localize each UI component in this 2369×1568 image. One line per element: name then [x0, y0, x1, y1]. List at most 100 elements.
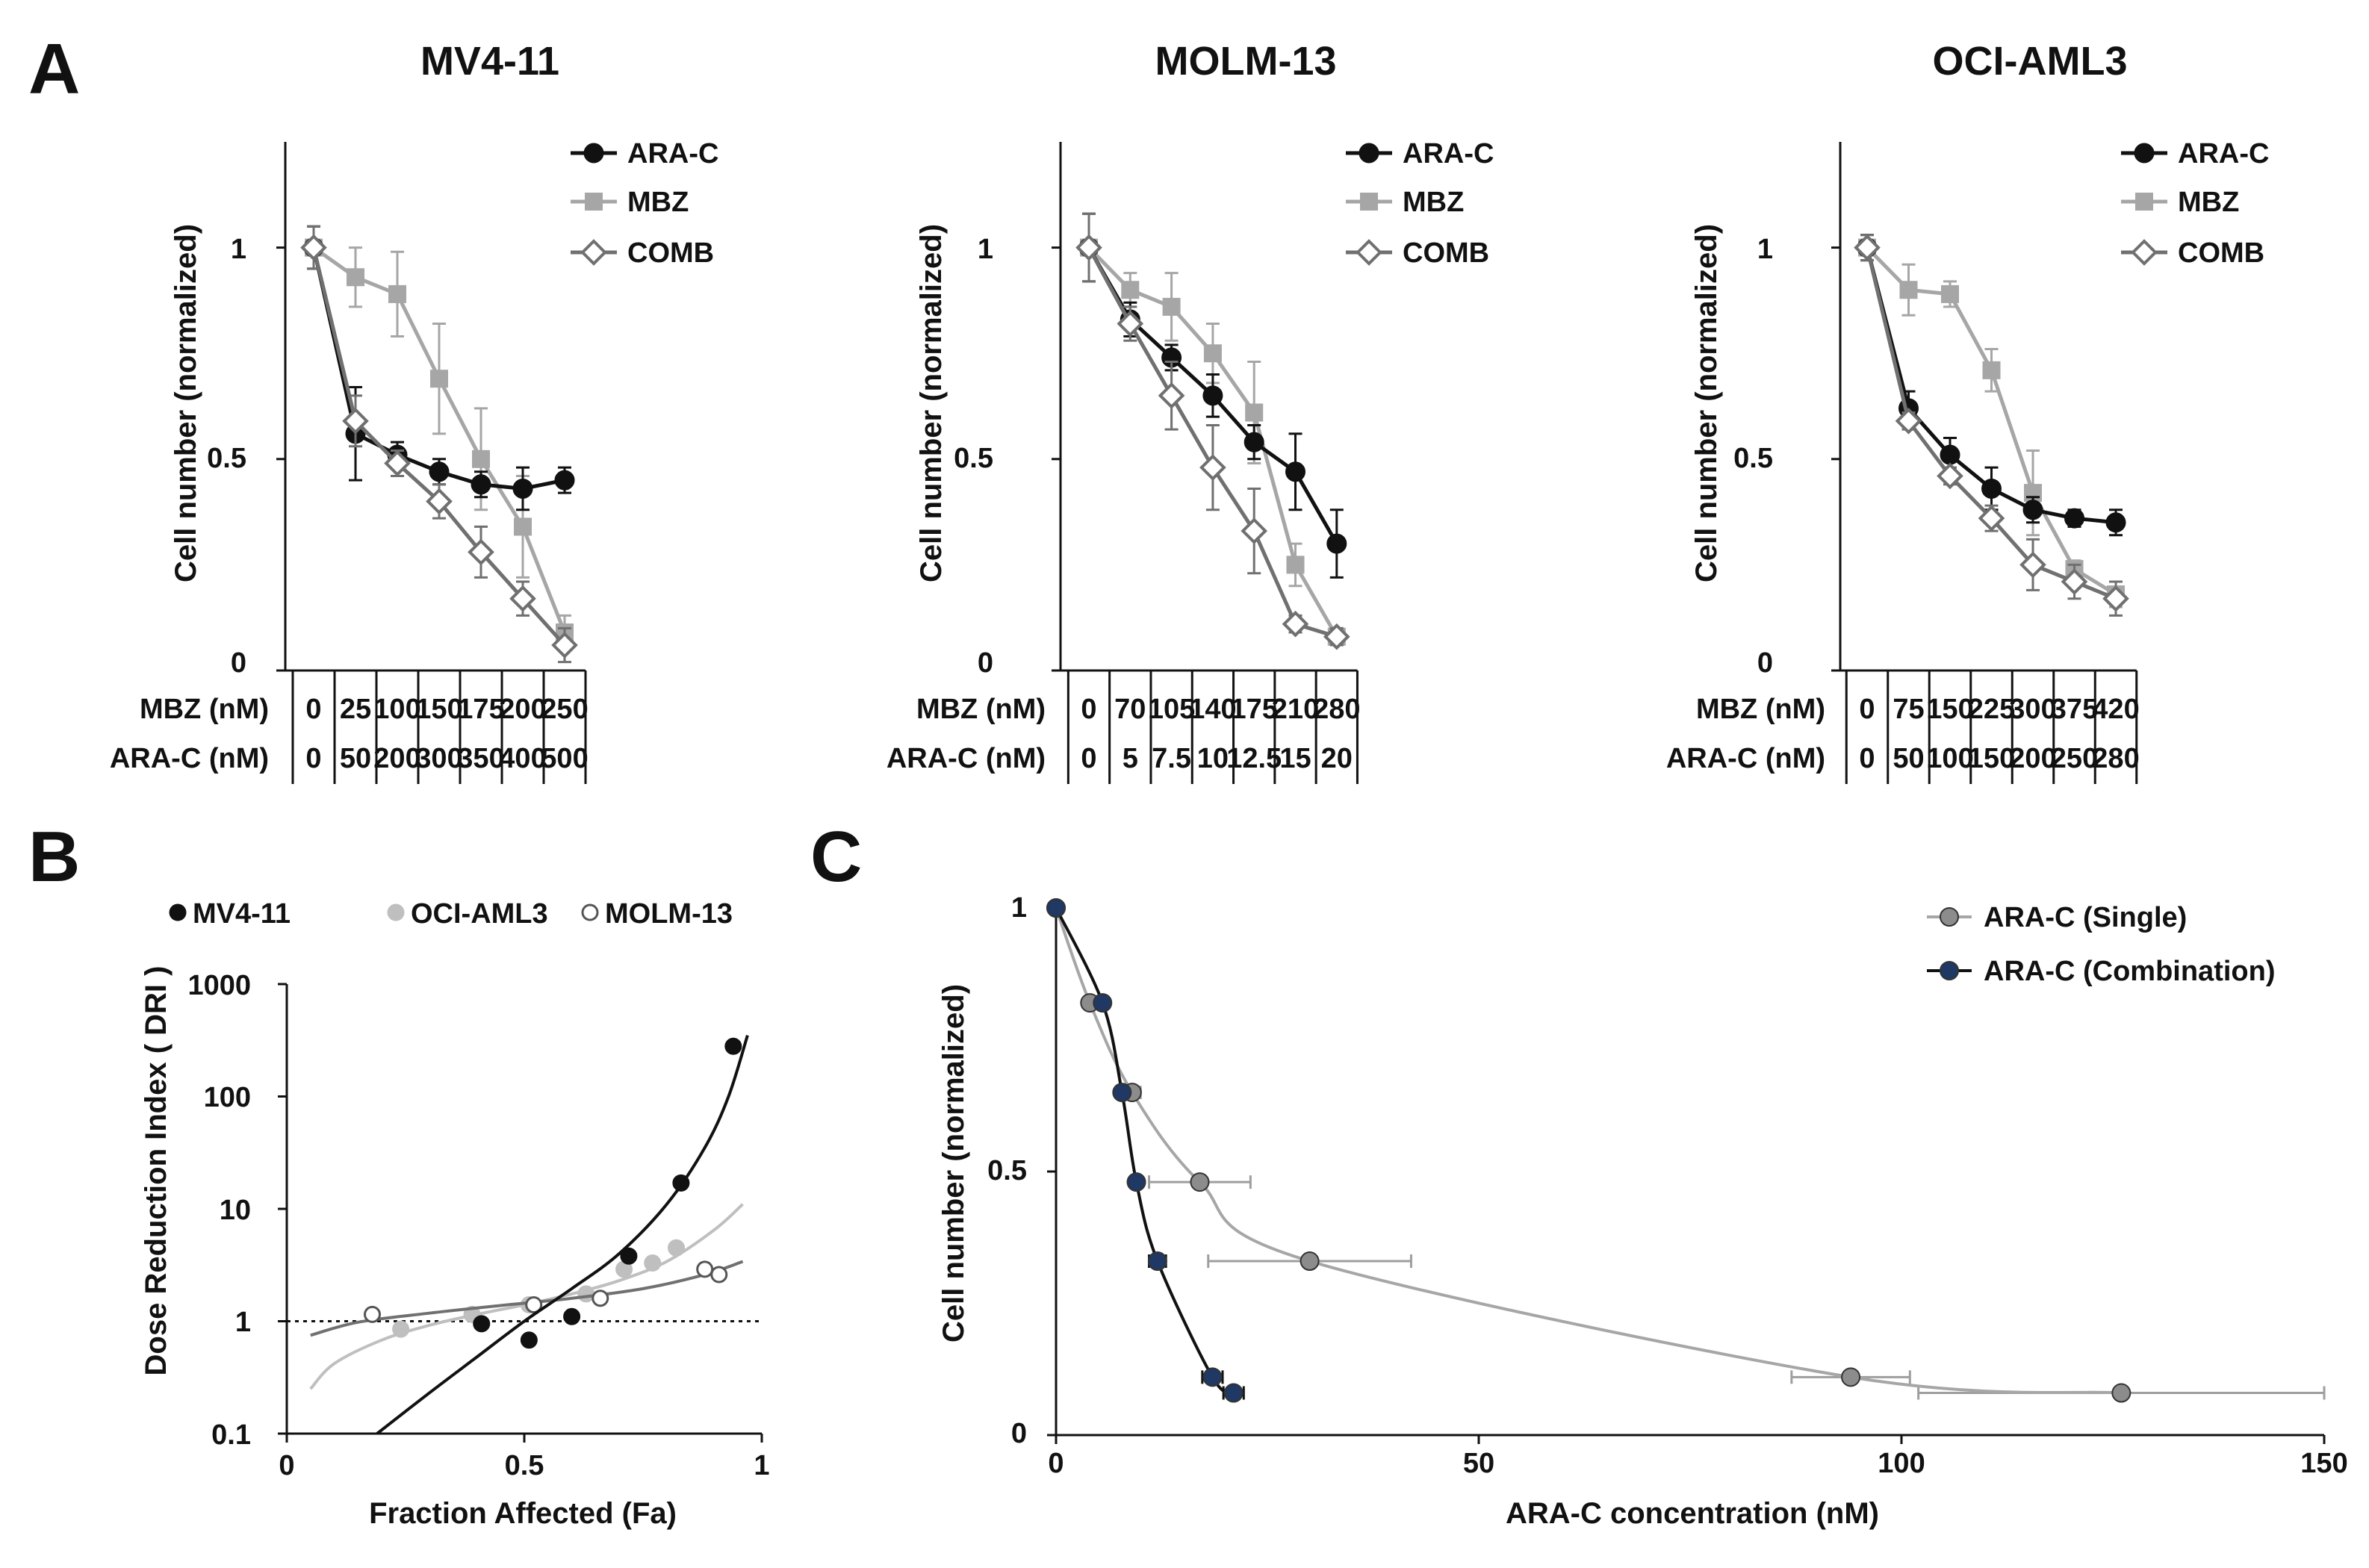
- mbz-dose-oci-aml3-3: 225: [1968, 694, 2015, 725]
- point-ara-c-oci-aml3-5: [2064, 508, 2084, 529]
- panel-letter-b: B: [28, 817, 80, 897]
- arac-dose-mv4-11-6: 500: [541, 743, 588, 774]
- point-comb-mv4-11-1: [342, 407, 369, 435]
- y-tick-oci-aml3-2: 1: [1757, 234, 1773, 265]
- point-mv4-11-dri-3: [620, 1247, 638, 1265]
- mbz-dose-oci-aml3-2: 150: [1926, 694, 1973, 725]
- point-ara-c-molm-13-3: [1202, 385, 1223, 406]
- point-mbz-mv4-11-4: [472, 449, 490, 468]
- y-tick-dri-4: 1000: [187, 970, 251, 1001]
- point-comb-mv4-11-3: [426, 488, 453, 515]
- series-ara-c-single-arac: [1046, 898, 2326, 1403]
- y-tick-molm-13-0: 0: [978, 647, 993, 679]
- series-molm-13-dri: [310, 1260, 744, 1337]
- y-tick-arac-2: 1: [1011, 892, 1027, 924]
- legend-label-ara-c: ARA-C: [2178, 138, 2269, 169]
- arac-dose-oci-aml3-2: 100: [1926, 743, 1973, 774]
- arac-dose-oci-aml3-3: 150: [1968, 743, 2015, 774]
- series-ara-c-combination-arac: [1046, 898, 1245, 1403]
- arac-dose-oci-aml3-6: 280: [2092, 743, 2139, 774]
- mbz-dose-oci-aml3-0: 0: [1859, 694, 1875, 725]
- point-mbz-oci-aml3-2: [1941, 284, 1959, 303]
- mbz-dose-molm-13-3: 140: [1189, 694, 1236, 725]
- legend-item-ara-c-combination: ARA-C (Combination): [1927, 956, 2275, 987]
- point-mbz-molm-13-1: [1121, 281, 1140, 299]
- point-comb-molm-13-5: [1282, 610, 1309, 638]
- chart-title-oci-aml3: OCI-AML3: [1933, 39, 2128, 84]
- mbz-dose-oci-aml3-4: 300: [2009, 694, 2056, 725]
- y-axis-label-dri: Dose Reduction Index ( DRI ): [140, 966, 173, 1376]
- chart-mv4-11: MV4-11 Cell number (normalized) 0 0.5 1 …: [110, 39, 718, 784]
- fit-curve-oci-aml3: [309, 1203, 744, 1390]
- point-ara-c-mv4-11-4: [471, 474, 491, 495]
- legend-label-ara-c: ARA-C: [627, 138, 718, 169]
- legend-marker-mbz: [585, 193, 603, 211]
- point-oci-aml3-dri-6: [668, 1239, 686, 1257]
- point-molm-13-dri-4: [710, 1266, 728, 1284]
- y-tick-dri-0: 0.1: [211, 1419, 251, 1451]
- chart-dri: Dose Reduction Index ( DRI ) Fraction Af…: [140, 898, 770, 1530]
- point-ara-c-combination-1: [1093, 993, 1113, 1013]
- legend-item-ara-c-molm-13: ARA-C: [1346, 138, 1494, 169]
- series-comb-mv4-11: [300, 225, 578, 664]
- legend-marker-oci-aml3: [387, 903, 405, 921]
- arac-dose-mv4-11-2: 200: [373, 743, 420, 774]
- point-ara-c-oci-aml3-6: [2105, 512, 2126, 533]
- x-tick-arac-3: 150: [2300, 1448, 2347, 1479]
- legend-label-ara-c-combination: ARA-C (Combination): [1984, 956, 2275, 987]
- mbz-dose-mv4-11-2: 100: [373, 694, 420, 725]
- legend-marker-ara-c-combination: [1940, 961, 1959, 980]
- mbz-dose-mv4-11-5: 200: [499, 694, 546, 725]
- y-tick-molm-13-1: 0.5: [954, 443, 993, 474]
- mbz-dose-mv4-11-3: 150: [415, 694, 462, 725]
- legend-marker-mbz: [2135, 193, 2153, 211]
- point-ara-c-molm-13-5: [1285, 461, 1305, 482]
- legend-item-comb-mv4-11: COMB: [571, 237, 714, 269]
- arac-dose-molm-13-1: 5: [1123, 743, 1138, 774]
- point-comb-oci-aml3-0: [1854, 234, 1881, 261]
- x-tick-arac-0: 0: [1048, 1448, 1064, 1479]
- legend-label-ara-c: ARA-C: [1403, 138, 1494, 169]
- y-axis-label-molm-13: Cell number (normalized): [915, 224, 948, 582]
- mbz-dose-molm-13-1: 70: [1114, 694, 1146, 725]
- point-mbz-mv4-11-2: [388, 284, 406, 303]
- mbz-dose-oci-aml3-1: 75: [1893, 694, 1924, 725]
- y-tick-dri-2: 10: [220, 1195, 251, 1226]
- point-comb-oci-aml3-5: [2061, 568, 2088, 595]
- point-mv4-11-dri-2: [563, 1307, 581, 1325]
- point-oci-aml3-dri-5: [644, 1254, 662, 1272]
- point-comb-oci-aml3-3: [1978, 505, 2005, 532]
- legend-item-oci-aml3-dri: OCI-AML3: [387, 898, 548, 930]
- series-mv4-11-dri: [376, 1035, 749, 1435]
- y-axis-label-oci-aml3: Cell number (normalized): [1690, 224, 1723, 582]
- y-axis-label-mv4-11: Cell number (normalized): [170, 224, 202, 582]
- x-tick-arac-2: 100: [1878, 1448, 1925, 1479]
- mbz-dose-molm-13-5: 210: [1272, 694, 1319, 725]
- legend-marker-mv4-11: [169, 903, 187, 921]
- point-mbz-molm-13-4: [1245, 403, 1264, 422]
- point-mv4-11-dri-4: [672, 1174, 690, 1192]
- y-tick-oci-aml3-1: 0.5: [1733, 443, 1773, 474]
- y-tick-dri-3: 100: [204, 1082, 251, 1113]
- legend-label-ara-c-single: ARA-C (Single): [1984, 902, 2187, 933]
- point-mv4-11-dri-0: [473, 1315, 491, 1333]
- point-mbz-mv4-11-3: [430, 370, 448, 388]
- mbz-dose-molm-13-4: 175: [1230, 694, 1277, 725]
- y-tick-molm-13-2: 1: [978, 234, 993, 265]
- point-comb-mv4-11-2: [384, 449, 411, 477]
- legend-label-comb: COMB: [627, 237, 714, 269]
- mbz-dose-mv4-11-0: 0: [305, 694, 321, 725]
- point-ara-c-combination-2: [1112, 1083, 1132, 1103]
- point-mv4-11-dri-1: [520, 1331, 538, 1349]
- arac-dose-oci-aml3-0: 0: [1859, 743, 1875, 774]
- row-label-mbz-oci-aml3: MBZ (nM): [1696, 694, 1825, 725]
- panel-letter-a: A: [28, 29, 80, 109]
- point-comb-mv4-11-5: [509, 585, 536, 612]
- legend-marker-ara-c: [583, 143, 604, 164]
- point-molm-13-dri-1: [525, 1296, 543, 1314]
- point-comb-mv4-11-0: [300, 234, 327, 261]
- legend-item-mbz-molm-13: MBZ: [1346, 187, 1464, 218]
- legend-item-mbz-mv4-11: MBZ: [571, 187, 689, 218]
- point-ara-c-mv4-11-5: [512, 478, 533, 499]
